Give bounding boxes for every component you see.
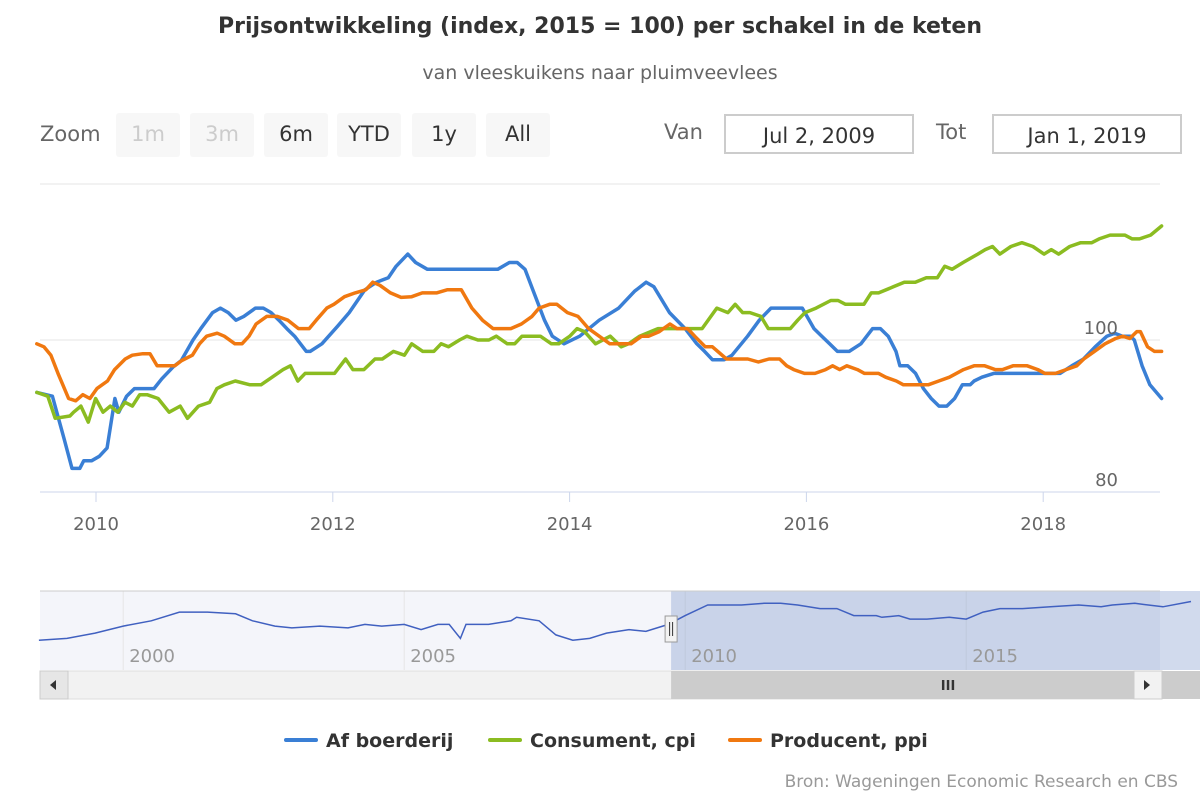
range-to-label: Tot: [936, 120, 967, 144]
zoom-button-1m[interactable]: 1m: [116, 113, 180, 157]
navigator-selection: [671, 591, 1200, 670]
chart-subtitle: van vleeskuikens naar pluimveevlees: [422, 62, 778, 84]
series-line-1: [35, 252, 1164, 471]
y-tick-label-80: 80: [1095, 470, 1118, 491]
navigator-x-label-2010: 2010: [691, 646, 737, 667]
credits: Bron: Wageningen Economic Research en CB…: [784, 772, 1178, 792]
chart-title: Prijsontwikkeling (index, 2015 = 100) pe…: [217, 14, 983, 39]
chart-area: 80 100 2010 2012 2014 2016 2018 2000 2005 2010 20…: [35, 183, 1200, 700]
legend-swatch-orange: [728, 737, 762, 742]
x-tick-label-2010: 2010: [73, 514, 119, 535]
zoom-label: Zoom: [40, 122, 101, 146]
range-from-label: Van: [664, 120, 703, 144]
legend-label: Producent, ppi: [770, 730, 928, 752]
scrollbar-grip-label: III: [941, 679, 956, 694]
range-from-input[interactable]: Jul 2, 2009: [724, 114, 914, 154]
series-line-3: [35, 280, 1164, 403]
navigator-x-label-2015: 2015: [972, 646, 1018, 667]
zoom-button-ytd[interactable]: YTD: [337, 113, 401, 157]
legend-item-consument[interactable]: Consument, cpi: [488, 730, 696, 752]
series-line-2: [35, 224, 1164, 424]
navigator-series-line: [38, 600, 1192, 641]
zoom-button-3m[interactable]: 3m: [190, 113, 254, 157]
navigator-handle-left[interactable]: [664, 615, 678, 643]
arrow-left-icon: [50, 680, 56, 690]
legend-swatch-blue: [284, 737, 318, 742]
zoom-button-1y[interactable]: 1y: [412, 113, 476, 157]
legend-item-producent[interactable]: Producent, ppi: [728, 730, 928, 752]
legend-swatch-green: [488, 737, 522, 742]
x-tick-label-2014: 2014: [547, 514, 593, 535]
x-tick-label-2016: 2016: [783, 514, 829, 535]
legend-label: Consument, cpi: [530, 730, 696, 752]
navigator-x-label-2000: 2000: [129, 646, 175, 667]
scrollbar-thumb[interactable]: [671, 671, 1200, 699]
range-to-input[interactable]: Jan 1, 2019: [992, 114, 1182, 154]
x-tick-label-2012: 2012: [310, 514, 356, 535]
y-tick-label-100: 100: [1084, 318, 1118, 339]
legend-item-af-boerderij[interactable]: Af boerderij: [284, 730, 453, 752]
legend-label: Af boerderij: [326, 730, 454, 752]
zoom-button-6m[interactable]: 6m: [264, 113, 328, 157]
zoom-button-all[interactable]: All: [486, 113, 550, 157]
navigator-background: [40, 591, 1160, 670]
arrow-right-icon: [1144, 680, 1150, 690]
x-tick-label-2018: 2018: [1020, 514, 1066, 535]
navigator-x-label-2005: 2005: [410, 646, 456, 667]
